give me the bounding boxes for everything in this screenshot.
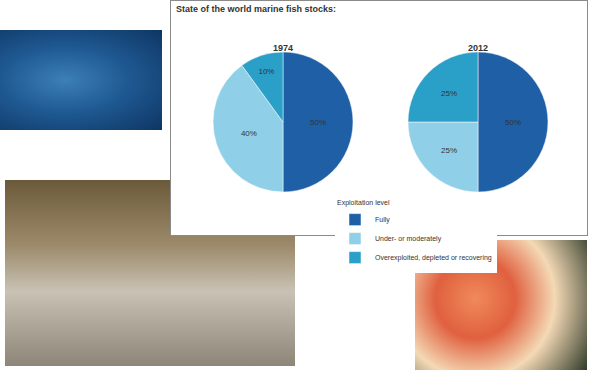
- svg-text:Under- or moderately: Under- or moderately: [375, 235, 442, 243]
- svg-text:Overexploited, depleted or rec: Overexploited, depleted or recovering: [375, 254, 492, 262]
- svg-text:50%: 50%: [505, 118, 521, 127]
- svg-text:50%: 50%: [310, 118, 326, 127]
- svg-text:1974: 1974: [273, 43, 293, 53]
- svg-text:10%: 10%: [258, 67, 274, 76]
- svg-text:Exploitation level: Exploitation level: [337, 199, 390, 207]
- svg-text:Fully: Fully: [375, 216, 390, 224]
- svg-text:40%: 40%: [241, 129, 257, 138]
- svg-text:25%: 25%: [441, 146, 457, 155]
- svg-text:25%: 25%: [441, 89, 457, 98]
- svg-text:State of the world marine fish: State of the world marine fish stocks:: [176, 4, 336, 14]
- svg-text:2012: 2012: [468, 43, 488, 53]
